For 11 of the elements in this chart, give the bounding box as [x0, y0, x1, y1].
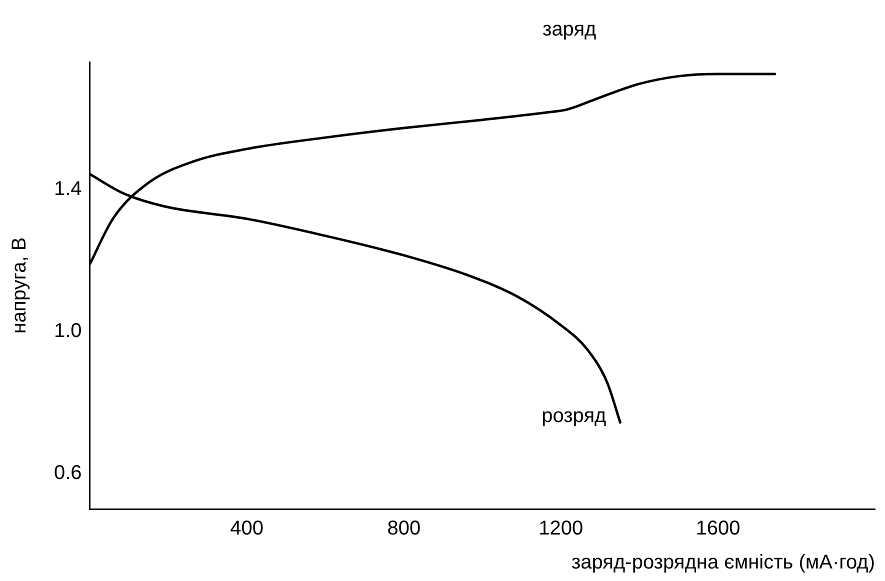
text: заряд	[542, 18, 597, 41]
y-tick-label: 1.4	[54, 178, 82, 200]
y-tick-label: 1.0	[54, 320, 82, 342]
x-axis-title: заряд-розрядна ємність (мА·год)	[571, 552, 875, 574]
x-tick-label: 1200	[538, 518, 584, 540]
x-tick-label: 1600	[696, 518, 740, 540]
x-tick-label: 400	[230, 518, 264, 540]
series-label: розряд	[542, 404, 607, 427]
y-axis-title: напруга, В	[8, 237, 31, 334]
y-tick-label: 0.6	[54, 462, 82, 484]
x-tick-label: 800	[387, 518, 421, 540]
